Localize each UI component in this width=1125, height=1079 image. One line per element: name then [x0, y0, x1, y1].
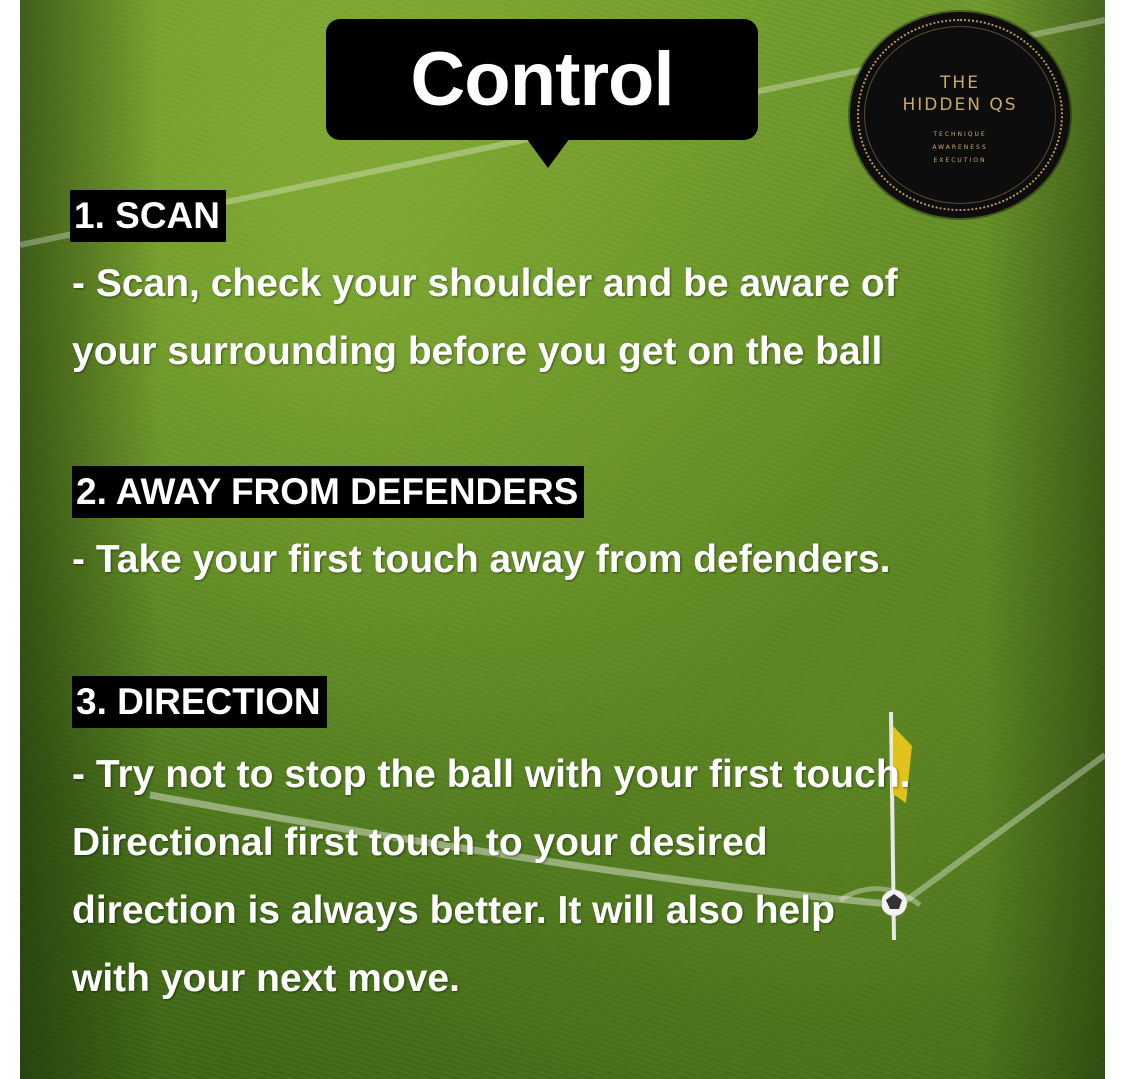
logo-tag-2: AWARENESS — [932, 144, 988, 151]
body-line: direction is always better. It will also… — [72, 889, 835, 932]
body-line: - Scan, check your shoulder and be aware… — [72, 262, 898, 305]
body-line: with your next move. — [72, 957, 460, 1000]
title-banner: Control — [326, 19, 758, 168]
hidden-qs-logo: THE HIDDEN QS TECHNIQUE AWARENESS EXECUT… — [850, 12, 1070, 218]
section-body-scan: - Scan, check your shoulder and be aware… — [72, 250, 898, 386]
logo-line-1: THE — [940, 73, 980, 93]
logo-name: THE HIDDEN QS — [850, 72, 1070, 116]
page-title: Control — [410, 37, 674, 122]
logo-dotted-ring — [857, 19, 1063, 211]
logo-tag-3: EXECUTION — [933, 157, 987, 164]
section-body-direction: - Try not to stop the ball with your fir… — [72, 741, 910, 1013]
body-line: - Try not to stop the ball with your fir… — [72, 753, 911, 796]
section-body-away: - Take your first touch away from defend… — [72, 526, 890, 594]
logo-line-2: HIDDEN QS — [902, 95, 1018, 115]
body-line: Directional first touch to your desired — [72, 821, 768, 864]
logo-tag-1: TECHNIQUE — [933, 131, 987, 138]
section-heading-away: 2. AWAY FROM DEFENDERS — [72, 466, 585, 518]
corner-flag-icon — [882, 711, 912, 941]
body-line: - Take your first touch away from defend… — [72, 538, 891, 581]
logo-tagline: TECHNIQUE AWARENESS EXECUTION — [850, 128, 1070, 167]
section-heading-direction: 3. DIRECTION — [72, 676, 327, 728]
shade-left — [20, 0, 160, 1079]
section-heading-scan: 1. SCAN — [70, 190, 226, 242]
body-line: your surrounding before you get on the b… — [72, 330, 883, 373]
logo-inner-ring — [864, 26, 1056, 204]
